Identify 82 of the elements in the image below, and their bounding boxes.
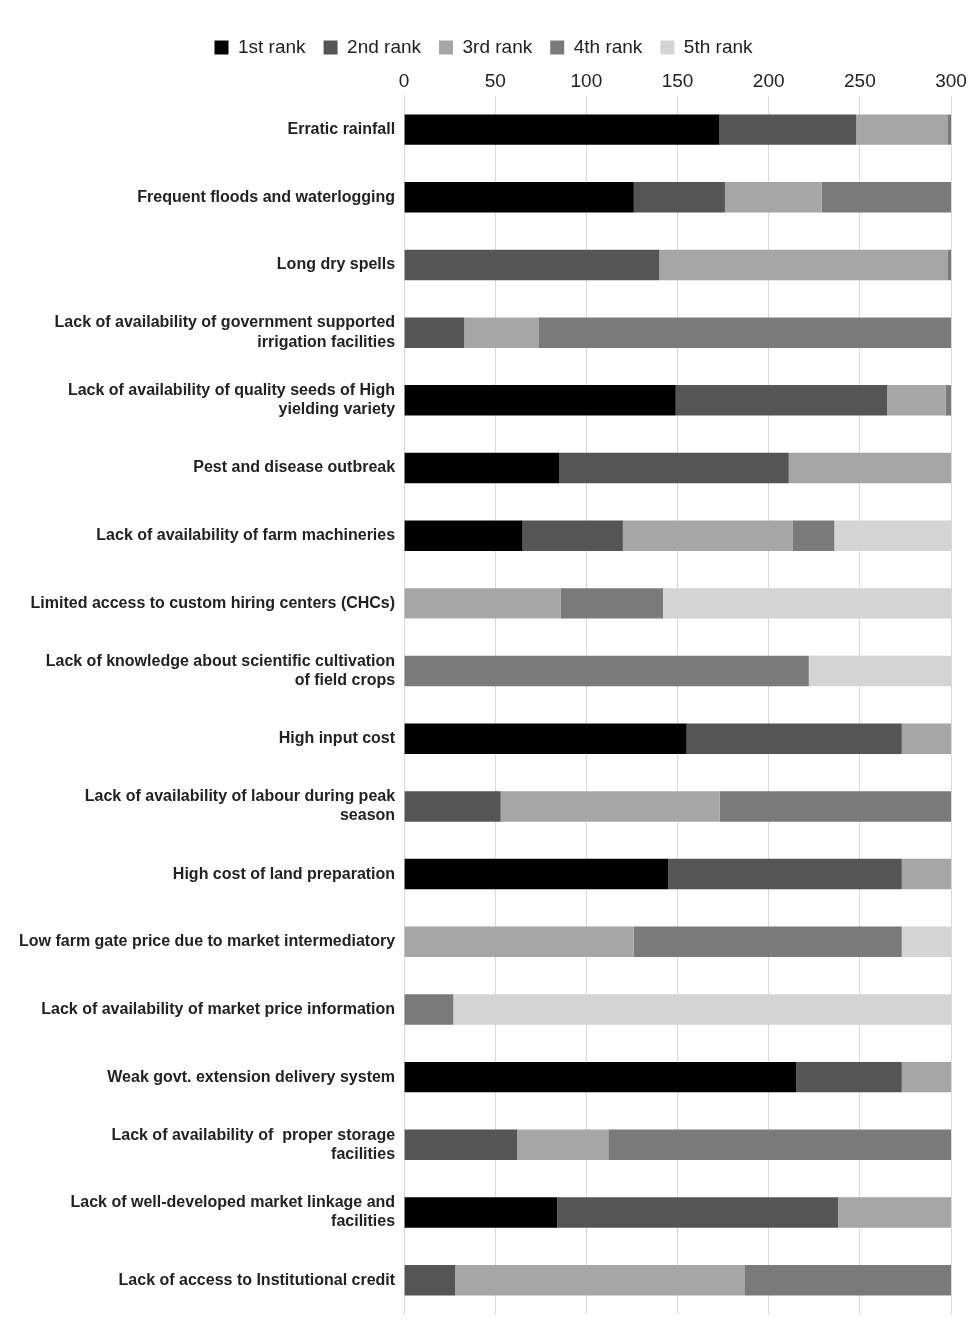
legend-label: 4th rank: [573, 35, 643, 57]
bar: [947, 114, 951, 145]
bar: [901, 723, 951, 754]
legend-label: 2nd rank: [347, 35, 422, 57]
y-tick-label: Lack of availability of proper storage facilities: [111, 1125, 396, 1162]
bar: [796, 1061, 902, 1093]
bar: [404, 1264, 456, 1296]
y-tick-label: Lack of availability of government supported irrigation facilities: [54, 313, 396, 350]
bar: [659, 249, 948, 281]
bar: [788, 452, 951, 484]
y-tick-label: Lack of availability of quality seeds of High yielding variety: [67, 381, 396, 418]
bar: [404, 1197, 558, 1228]
y-tick-label: High input cost: [278, 729, 396, 747]
bar: [557, 1197, 838, 1228]
bar: [517, 1129, 609, 1161]
bar: [675, 385, 888, 416]
bar: [901, 858, 951, 890]
bar: [464, 317, 539, 348]
y-tick-label: Lack of knowledge about scientific cultivation of field crops: [45, 651, 396, 689]
y-tick-label: Lack of availability of market price information: [41, 999, 396, 1017]
y-tick-label: Frequent floods and waterlogging: [137, 187, 396, 205]
bar: [404, 1061, 797, 1093]
bar: [947, 249, 951, 281]
bar: [559, 452, 789, 484]
bar: [404, 452, 560, 484]
bar: [633, 182, 725, 213]
bar: [633, 926, 902, 957]
bar: [856, 114, 948, 145]
bar: [719, 791, 951, 822]
y-tick-label: High cost of land preparation: [172, 864, 396, 882]
bar: [901, 1061, 951, 1093]
bar: [404, 317, 465, 348]
bar: [792, 520, 835, 551]
bar: [404, 858, 669, 890]
x-tick-label: 200: [752, 69, 785, 91]
x-tick-label: 300: [935, 69, 967, 91]
bar: [404, 723, 687, 754]
y-tick-label: Lack of availability of farm machineries: [96, 526, 396, 544]
x-tick-label: 150: [661, 69, 694, 91]
bar: [404, 926, 634, 957]
bar: [404, 182, 634, 213]
bar: [724, 182, 822, 213]
legend-label: 1st rank: [237, 35, 307, 57]
bar: [404, 249, 660, 281]
y-tick-label: Weak govt. extension delivery system: [107, 1067, 396, 1085]
bar: [945, 385, 951, 416]
bar: [560, 588, 663, 619]
bar: [608, 1129, 951, 1161]
x-tick-label: 0: [398, 69, 410, 91]
y-tick-label: Limited access to custom hiring centers (CHCs): [30, 593, 396, 611]
bar: [745, 1264, 951, 1296]
y-tick-label: Lack of availability of labour during peak season: [84, 787, 396, 824]
x-tick-label: 50: [484, 69, 506, 91]
bar: [887, 385, 946, 416]
bar: [500, 791, 720, 822]
bar: [404, 588, 561, 619]
bar: [837, 1197, 951, 1228]
y-tick-label: Lack of well-developed market linkage and facilities: [70, 1193, 396, 1230]
bar: [404, 994, 454, 1025]
y-tick-label: Lack of access to Institutional credit: [118, 1270, 396, 1288]
bar: [404, 1129, 518, 1161]
bar: [686, 723, 902, 754]
legend-label: 5th rank: [683, 35, 754, 57]
bar: [404, 520, 523, 551]
legend-label: 3rd rank: [462, 35, 533, 57]
bar: [455, 1264, 745, 1296]
x-tick-label: 100: [570, 69, 603, 91]
bar: [404, 655, 809, 687]
y-tick-label: Erratic rainfall: [287, 120, 396, 138]
y-tick-label: Long dry spells: [276, 255, 396, 273]
y-tick-label: Pest and disease outbreak: [193, 458, 396, 476]
bar: [821, 182, 951, 213]
bar: [522, 520, 623, 551]
bar: [539, 317, 951, 348]
x-tick-label: 250: [844, 69, 876, 91]
bar: [404, 385, 676, 416]
y-tick-label: Low farm gate price due to market intermediatory: [19, 932, 396, 950]
bar: [719, 114, 857, 145]
bar: [668, 858, 902, 890]
bar: [622, 520, 793, 551]
bar: [404, 791, 501, 822]
bar: [404, 114, 720, 145]
